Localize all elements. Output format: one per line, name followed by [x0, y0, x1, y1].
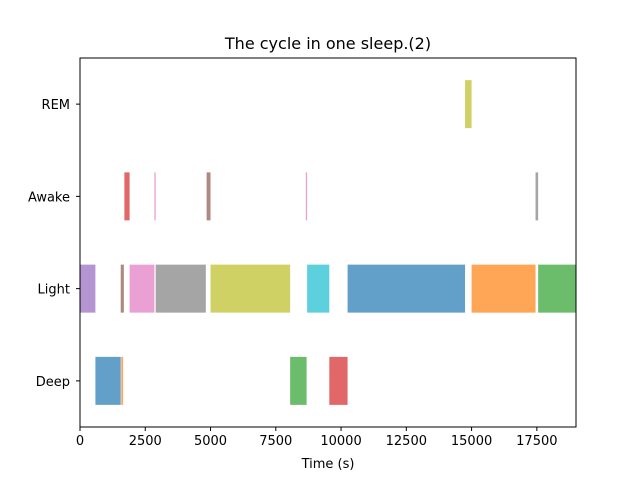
y-tick-label-awake: Awake	[28, 190, 70, 205]
y-tick-label-rem: REM	[42, 98, 70, 113]
x-tick-label: 15000	[451, 434, 492, 449]
x-axis: 0 2500 5000 7500 10000 12500 15000 17500	[76, 427, 558, 449]
x-axis-label: Time (s)	[301, 457, 355, 472]
x-tick-label: 5000	[194, 434, 227, 449]
segment-bar-awake-4	[124, 172, 130, 221]
chart-title: The cycle in one sleep.(2)	[224, 34, 431, 53]
x-tick-label: 0	[76, 434, 84, 449]
segment-bar-light-9	[210, 264, 291, 313]
segment-bar-deep-13	[329, 356, 348, 405]
segment-bar-light-12	[307, 264, 330, 313]
segment-bar-light-3	[120, 264, 124, 313]
segment-bar-rem-15	[465, 80, 472, 129]
y-tick-label-deep: Deep	[36, 375, 70, 390]
segment-bar-awake-17	[535, 172, 539, 221]
segment-bar-awake-8	[206, 172, 211, 221]
segment-bar-deep-2	[121, 356, 124, 405]
y-axis: Deep Light Awake REM	[28, 98, 80, 390]
segment-bar-light-5	[129, 264, 155, 313]
x-tick-label: 12500	[386, 434, 427, 449]
segment-bar-deep-10	[290, 356, 307, 405]
segment-bar-light-18	[538, 264, 576, 313]
y-tick-label-light: Light	[38, 283, 70, 298]
segment-bar-light-16	[471, 264, 536, 313]
x-tick-label: 10000	[320, 434, 361, 449]
segment-bar-light-7	[155, 264, 206, 313]
x-tick-label: 17500	[516, 434, 557, 449]
segment-bar-light-0	[80, 264, 96, 313]
segment-bar-awake-6	[154, 172, 156, 221]
x-tick-label: 2500	[129, 434, 162, 449]
segment-bar-light-14	[347, 264, 466, 313]
x-tick-label: 7500	[259, 434, 292, 449]
segment-bar-deep-1	[95, 356, 121, 405]
segment-bar-awake-11	[305, 172, 308, 221]
plot-frame	[79, 57, 577, 428]
segments-group	[80, 80, 576, 405]
